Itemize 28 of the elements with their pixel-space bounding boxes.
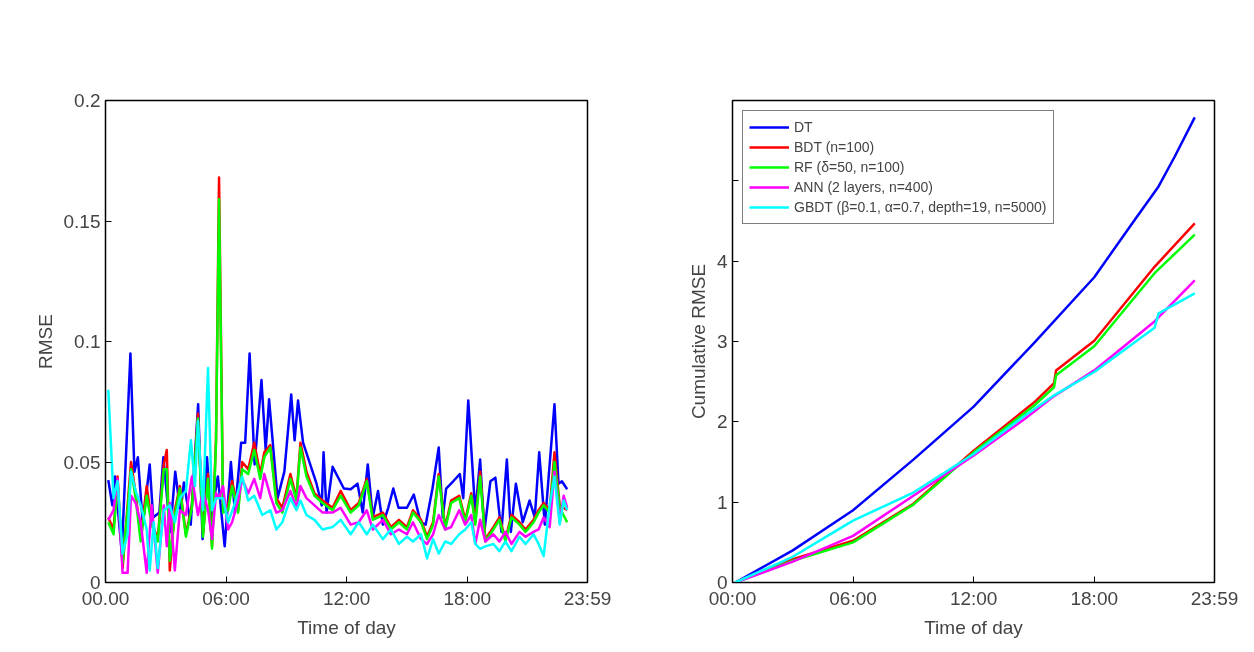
legend-label: RF (δ=50, n=100) xyxy=(794,159,905,175)
x-tick-label: 18:00 xyxy=(1070,587,1119,609)
x-tick-label: 12:00 xyxy=(322,587,371,609)
x-tick-label: 23:59 xyxy=(563,587,612,609)
y-tick-label: 3 xyxy=(716,331,728,352)
y-tick-label: 2 xyxy=(716,411,728,433)
legend-label: DT xyxy=(794,119,814,135)
x-tick-label: 06:00 xyxy=(202,587,250,609)
x-tick-label: 18:00 xyxy=(443,587,492,609)
legend-label: ANN (2 layers, n=400) xyxy=(794,179,933,195)
x-tick-label: 12:00 xyxy=(949,587,998,609)
y-tick-label: 0.05 xyxy=(63,451,101,473)
y-axis-title: RMSE xyxy=(34,314,56,369)
line-series xyxy=(734,116,1196,583)
x-tick-label: 23:59 xyxy=(1190,587,1239,609)
legend-label: GBDT (β=0.1, α=0.7, depth=19, n=5000) xyxy=(794,199,1047,215)
x-axis-title: Time of day xyxy=(297,616,397,638)
legend-label: BDT (n=100) xyxy=(794,139,875,155)
y-tick-label: 0 xyxy=(89,572,101,593)
y-tick-label: 0 xyxy=(716,572,728,593)
y-tick-label: 1 xyxy=(716,491,728,513)
y-tick-label: 4 xyxy=(716,250,728,272)
x-axis-title: Time of day xyxy=(924,616,1024,638)
y-tick-label: 0.1 xyxy=(74,331,101,352)
x-tick-label: 06:00 xyxy=(829,587,877,609)
y-tick-label: 0.2 xyxy=(74,90,101,111)
y-tick-label: 0.15 xyxy=(63,210,101,232)
y-axis-title: Cumulative RMSE xyxy=(687,263,709,420)
